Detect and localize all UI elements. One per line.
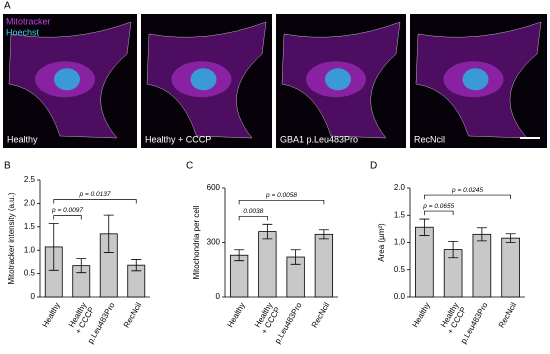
panel-label: B [4,161,11,172]
y-axis-label: Area (µm²) [377,223,386,262]
error-bar [234,249,245,262]
y-tick-label: 1.5 [24,222,36,231]
bar [258,231,277,298]
comparison-bracket [53,199,137,204]
panel-label: C [186,161,193,172]
error-bar [476,227,487,242]
y-tick-label: 0.5 [24,269,36,278]
y-tick-label: 1.5 [394,210,406,219]
image-label: GBA1 p.Leu483Pro [280,134,358,144]
comparison-bracket [424,210,454,216]
y-tick-label: 2.5 [24,175,36,184]
error-bar [505,233,516,243]
bar [314,233,334,298]
nucleus [190,68,217,91]
bar [229,254,249,298]
p-value: 0.0038 [243,208,263,215]
image-label: Healthy + CCCP [145,134,211,144]
nucleus [325,68,351,91]
y-tick-label: 1.0 [394,238,406,247]
error-bar [419,218,430,236]
error-bar [290,249,301,265]
error-bar [262,223,273,240]
comparison-bracket [238,215,268,221]
y-tick-label: 0.0 [394,292,406,301]
y-tick-label: 0 [31,292,36,301]
y-tick-label: 0.5 [394,265,406,274]
y-axis-label: Mitotracker intensity (a.u.) [7,192,16,284]
comparison-bracket [238,199,325,205]
y-axis-label: Mitochondria per cell [192,205,201,279]
panel-label: D [370,161,377,172]
stain-legend: Hoechst [6,27,40,37]
error-bar [448,241,459,259]
y-tick-label: 1.0 [24,245,36,254]
bar [472,233,492,298]
error-bar [318,229,329,240]
p-value: p = 0.0245 [451,187,483,194]
image-label: RecNcil [414,134,445,144]
y-tick-label: 600 [207,183,221,192]
error-bar [76,258,87,274]
image-label: Healthy [7,134,38,144]
bar [415,226,434,298]
bar [501,237,520,298]
p-value: p = 0.0058 [265,192,297,199]
error-bar [48,223,59,271]
comparison-bracket [53,215,82,220]
p-value: p = 0.0137 [79,191,111,198]
error-bar [103,214,114,253]
y-tick-label: 0 [216,292,221,301]
panel-label: A [4,1,11,12]
y-tick-label: 300 [207,238,221,247]
y-tick-label: 2.0 [24,199,36,208]
nucleus [462,68,489,91]
y-tick-label: 2.0 [394,183,406,192]
p-value: p = 0.0097 [51,207,83,214]
nucleus [54,68,80,91]
stain-legend: Mitotracker [6,16,51,26]
error-bar [131,259,142,272]
p-value: p = 0.0655 [422,203,454,210]
comparison-bracket [424,194,511,200]
